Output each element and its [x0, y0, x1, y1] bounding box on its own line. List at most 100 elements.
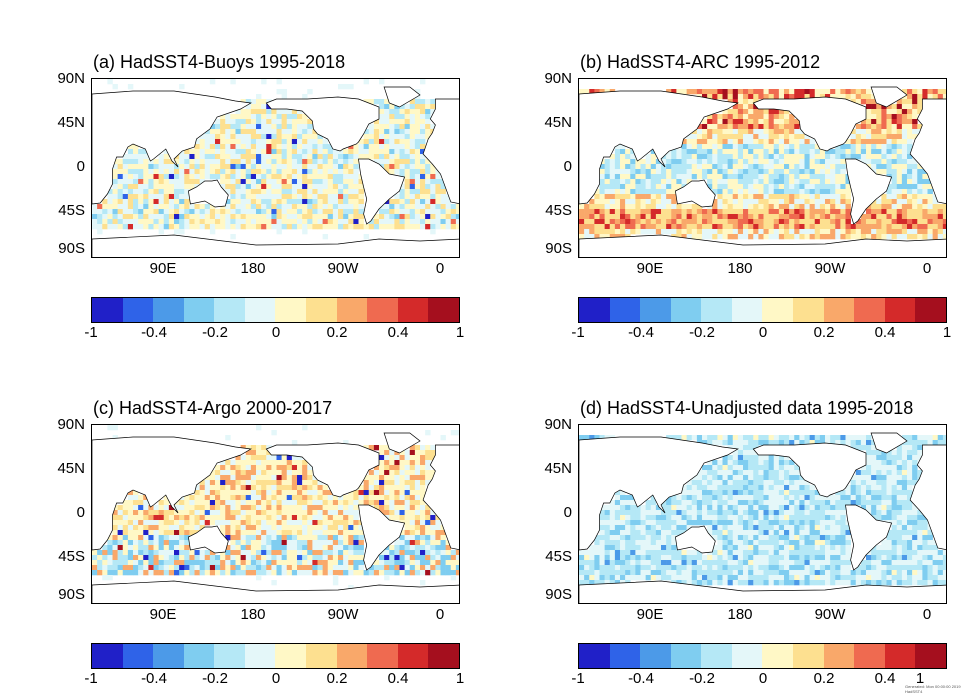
grid-cell [256, 455, 261, 460]
grid-cell [774, 510, 779, 515]
grid-cell [723, 214, 728, 219]
grid-cell [225, 460, 230, 465]
grid-cell [312, 570, 317, 575]
grid-cell [282, 475, 287, 480]
grid-cell [441, 204, 446, 209]
grid-cell [887, 475, 892, 480]
grid-cell [625, 179, 630, 184]
grid-cell [610, 219, 615, 224]
grid-cell [379, 475, 384, 480]
grid-cell [415, 114, 420, 119]
grid-cell [205, 480, 210, 485]
grid-cell [692, 159, 697, 164]
grid-cell [881, 154, 886, 159]
grid-cell [748, 510, 753, 515]
grid-cell [820, 510, 825, 515]
grid-cell [830, 229, 835, 234]
grid-cell [881, 234, 886, 239]
grid-cell [364, 134, 369, 139]
grid-cell [261, 139, 266, 144]
grid-cell [215, 214, 220, 219]
grid-cell [723, 129, 728, 134]
grid-cell [154, 214, 159, 219]
grid-cell [343, 84, 348, 89]
grid-cell [128, 550, 133, 555]
grid-cell [220, 139, 225, 144]
grid-cell [789, 204, 794, 209]
grid-cell [861, 99, 866, 104]
grid-cell [887, 189, 892, 194]
grid-cell [312, 555, 317, 560]
grid-cell [318, 164, 323, 169]
grid-cell [343, 209, 348, 214]
grid-cell [789, 500, 794, 505]
grid-cell [379, 99, 384, 104]
grid-cell [256, 490, 261, 495]
grid-cell [113, 179, 118, 184]
grid-cell [292, 124, 297, 129]
grid-cell [866, 219, 871, 224]
grid-cell [379, 154, 384, 159]
grid-cell [189, 169, 194, 174]
grid-cell [615, 174, 620, 179]
grid-cell [420, 219, 425, 224]
grid-cell [261, 475, 266, 480]
grid-cell [287, 169, 292, 174]
grid-cell [733, 485, 738, 490]
grid-cell [743, 515, 748, 520]
grid-cell [236, 164, 241, 169]
grid-cell [712, 515, 717, 520]
grid-cell [138, 194, 143, 199]
grid-cell [297, 169, 302, 174]
grid-cell [748, 94, 753, 99]
grid-cell [148, 209, 153, 214]
grid-cell [133, 510, 138, 515]
grid-cell [697, 174, 702, 179]
grid-cell [307, 124, 312, 129]
grid-cell [138, 500, 143, 505]
colorbar-segment [885, 298, 916, 322]
grid-cell [415, 154, 420, 159]
grid-cell [225, 149, 230, 154]
grid-cell [840, 149, 845, 154]
grid-cell [302, 470, 307, 475]
grid-cell [323, 525, 328, 530]
grid-cell [353, 570, 358, 575]
grid-cell [353, 520, 358, 525]
grid-cell [307, 560, 312, 565]
grid-cell [907, 99, 912, 104]
grid-cell [866, 159, 871, 164]
grid-cell [123, 520, 128, 525]
grid-cell [420, 174, 425, 179]
grid-cell [256, 139, 261, 144]
grid-cell [236, 500, 241, 505]
grid-cell [805, 485, 810, 490]
grid-cell [723, 94, 728, 99]
grid-cell [400, 490, 405, 495]
grid-cell [225, 184, 230, 189]
grid-cell [241, 490, 246, 495]
grid-cell [410, 214, 415, 219]
grid-cell [266, 545, 271, 550]
grid-cell [651, 189, 656, 194]
grid-cell [97, 209, 102, 214]
grid-cell [174, 525, 179, 530]
grid-cell [220, 124, 225, 129]
grid-cell [846, 214, 851, 219]
grid-cell [246, 525, 251, 530]
grid-cell [866, 104, 871, 109]
grid-cell [856, 149, 861, 154]
grid-cell [410, 199, 415, 204]
grid-cell [236, 169, 241, 174]
grid-cell [389, 199, 394, 204]
grid-cell [215, 510, 220, 515]
grid-cell [348, 214, 353, 219]
grid-cell [143, 525, 148, 530]
grid-cell [835, 520, 840, 525]
grid-cell [846, 219, 851, 224]
grid-cell [154, 164, 159, 169]
grid-cell [610, 520, 615, 525]
grid-cell [887, 505, 892, 510]
grid-cell [753, 224, 758, 229]
grid-cell [825, 194, 830, 199]
